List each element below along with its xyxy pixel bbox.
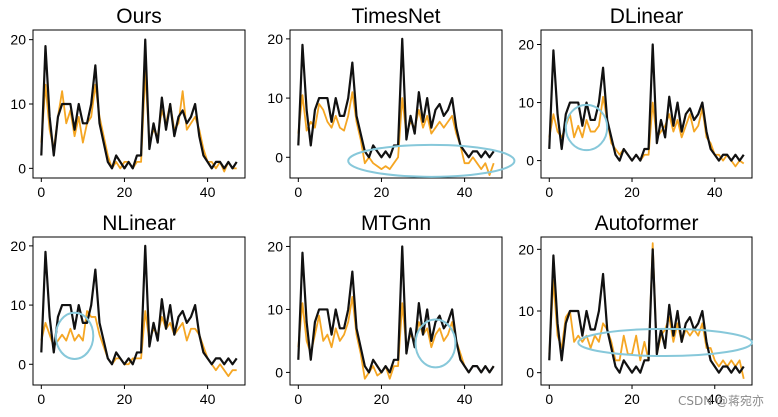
y-tick-label: 0 <box>526 365 534 381</box>
chart-panel-5: MTGnn 0 10 20 0 20 40 <box>267 212 503 407</box>
y-tick-label: 0 <box>18 160 26 176</box>
highlight-ellipse <box>347 143 516 178</box>
x-tick-label: 40 <box>707 391 723 407</box>
series-prediction-line <box>297 295 495 380</box>
y-tick-label: 20 <box>10 32 26 48</box>
x-tick-label: 40 <box>457 184 473 200</box>
chart-panel-4: NLinear 0 10 20 0 20 40 <box>10 212 246 407</box>
y-tick-label: 20 <box>267 238 283 254</box>
x-tick-label: 0 <box>37 391 45 407</box>
panel-title: Ours <box>116 5 162 28</box>
x-tick-label: 20 <box>374 184 390 200</box>
y-tick-label: 20 <box>518 241 534 257</box>
series-prediction-line <box>297 91 495 176</box>
x-tick-label: 40 <box>707 184 723 200</box>
chart-panel-1: Ours 0 10 20 0 20 40 <box>10 5 246 200</box>
axes-frame <box>289 236 503 386</box>
series-ground-truth-line <box>40 244 238 366</box>
x-tick-label: 40 <box>457 391 473 407</box>
x-tick-label: 0 <box>37 184 45 200</box>
series-ground-truth-line <box>297 37 495 159</box>
chart-panel-2: TimesNet 0 10 20 0 20 40 <box>267 5 516 200</box>
y-tick-label: 10 <box>267 301 283 317</box>
series-ground-truth-line <box>40 38 238 170</box>
x-tick-label: 20 <box>624 391 640 407</box>
series-prediction-line <box>40 310 237 378</box>
series-ground-truth-line <box>297 245 495 374</box>
x-tick-label: 20 <box>117 391 133 407</box>
panel-title: TimesNet <box>351 5 440 28</box>
highlight-ellipse <box>414 318 457 369</box>
axes-frame <box>289 29 503 179</box>
y-tick-label: 0 <box>275 149 283 165</box>
y-tick-label: 20 <box>518 37 534 53</box>
panel-title: NLinear <box>102 212 176 235</box>
y-tick-label: 10 <box>518 95 534 111</box>
highlight-ellipse <box>54 311 95 360</box>
y-tick-label: 0 <box>18 356 26 372</box>
axes-frame <box>540 29 753 179</box>
x-tick-label: 40 <box>200 184 216 200</box>
x-tick-label: 40 <box>200 391 216 407</box>
highlight-ellipse <box>577 327 754 358</box>
x-tick-label: 20 <box>624 184 640 200</box>
series-ground-truth-line <box>548 43 745 162</box>
series-prediction-line <box>40 70 237 173</box>
series-prediction-line <box>548 242 745 380</box>
y-tick-label: 20 <box>10 238 26 254</box>
y-tick-label: 10 <box>10 297 26 313</box>
panel-title: Autoformer <box>595 212 699 235</box>
y-tick-label: 10 <box>10 96 26 112</box>
x-tick-label: 0 <box>294 391 302 407</box>
x-tick-label: 20 <box>374 391 390 407</box>
x-tick-label: 20 <box>117 184 133 200</box>
watermark-text: CSDN @蒋宛亦 <box>677 394 764 408</box>
y-tick-label: 0 <box>275 364 283 380</box>
axes-frame <box>32 236 246 386</box>
y-tick-label: 10 <box>267 90 283 106</box>
series-ground-truth-line <box>548 248 745 374</box>
x-tick-label: 0 <box>545 391 553 407</box>
y-tick-label: 0 <box>526 153 534 169</box>
chart-panel-3: DLinear 0 10 20 0 20 40 <box>518 5 753 200</box>
panel-title: DLinear <box>610 5 684 28</box>
x-tick-label: 0 <box>545 184 553 200</box>
y-tick-label: 10 <box>518 303 534 319</box>
series-prediction-line <box>548 95 745 168</box>
highlight-ellipse <box>564 103 609 152</box>
chart-panel-6: Autoformer 0 10 20 0 20 40 <box>518 212 754 407</box>
y-tick-label: 20 <box>267 31 283 47</box>
panel-title: MTGnn <box>361 212 431 235</box>
x-tick-label: 0 <box>294 184 302 200</box>
